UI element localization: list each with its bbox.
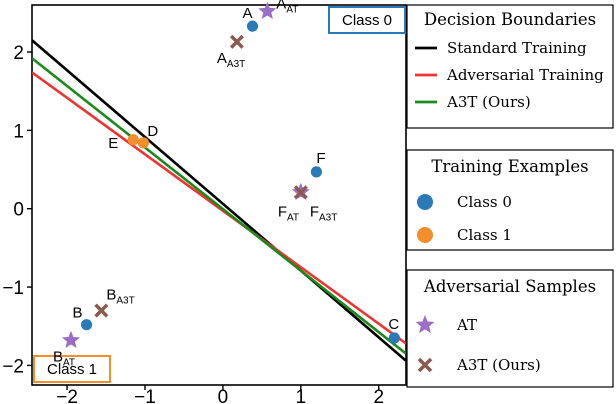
y-tick-label: 2 — [13, 43, 24, 64]
point-A — [246, 20, 259, 32]
boundary-line — [32, 71, 406, 345]
x-tick-label: 2 — [373, 387, 384, 404]
legend-entry-label: AT — [456, 316, 477, 334]
legend-entry-label: A3T (Ours) — [446, 93, 531, 111]
legend-entry-label: Standard Training — [447, 39, 587, 57]
x-tick-label: 1 — [296, 387, 307, 404]
legends: Decision Boundaries Standard Training Adve… — [406, 4, 614, 388]
point-label-C: C — [388, 316, 399, 333]
adv-label-base: A — [276, 0, 286, 12]
adv-label-base: F — [278, 203, 287, 220]
adv-label-sub: A3T — [319, 212, 337, 223]
legend-title: Training Examples — [431, 157, 588, 176]
y-tick-label: 0 — [13, 200, 24, 221]
point-F — [310, 166, 322, 178]
legend-box — [406, 269, 614, 388]
adv-cross-F_A3T — [293, 185, 308, 200]
adv-label-A_A3T: AA3T — [217, 50, 245, 70]
legend-entry-label: Adversarial Training — [446, 66, 604, 84]
point-label-B: B — [73, 305, 83, 322]
cross-bar — [293, 185, 308, 200]
y-tick-label: −2 — [2, 356, 24, 377]
adv-label-A_AT: AAT — [276, 0, 298, 15]
point-D — [137, 137, 150, 149]
legend-circle — [417, 194, 433, 210]
adv-label-base: F — [310, 203, 319, 220]
adv-label-sub: A3T — [227, 59, 245, 70]
legend-3: Adversarial Samples AT A3T (Ours) — [406, 269, 614, 388]
y-tick-label: 1 — [13, 121, 24, 142]
legend-circle — [417, 227, 433, 243]
boundary-lines — [32, 39, 406, 362]
legend-box — [406, 4, 614, 129]
point-label-A: A — [243, 5, 253, 22]
adv-label-B_A3T: BA3T — [106, 287, 134, 307]
adv-label-F_A3T: FA3T — [310, 203, 338, 223]
adv-label-base: B — [53, 348, 63, 365]
point-label-D: D — [147, 123, 158, 140]
point-B — [80, 319, 93, 331]
legend-entry-label: Class 0 — [457, 193, 512, 211]
legend-2: Training Examples Class 0 Class 1 — [406, 149, 614, 251]
adv-star-A_AT — [258, 1, 277, 19]
adv-label-B_AT: BAT — [53, 348, 75, 368]
point-C — [388, 332, 400, 344]
adv-label-sub: AT — [286, 4, 298, 15]
class-region-label: Class 1 — [47, 361, 97, 378]
cross-bar — [417, 357, 433, 373]
cross-bar — [229, 34, 244, 49]
adv-label-sub: AT — [63, 357, 75, 368]
legend-cross — [417, 357, 433, 373]
legend-title: Decision Boundaries — [424, 10, 596, 29]
boundary-line — [32, 39, 406, 362]
adv-cross-A_A3T — [229, 34, 244, 49]
adv-label-base: A — [217, 50, 227, 67]
boundary-line — [32, 57, 406, 355]
x-tick-label: 0 — [218, 387, 229, 404]
legend-box — [406, 149, 614, 251]
legend-star — [415, 315, 435, 334]
legend-entry-label: A3T (Ours) — [456, 356, 541, 374]
cross-bar — [94, 303, 109, 318]
point-E — [127, 134, 139, 146]
adv-star-B_AT — [61, 330, 80, 349]
class-region-box — [33, 355, 111, 383]
y-tick-label: −1 — [2, 278, 24, 299]
adv-label-sub: AT — [287, 212, 299, 223]
x-tick-label: −2 — [56, 387, 78, 404]
legend-title: Adversarial Samples — [423, 277, 596, 296]
legend-1: Decision Boundaries Standard Training Adve… — [406, 4, 614, 129]
legend-entry-label: Class 1 — [457, 226, 512, 244]
x-tick-label: −1 — [134, 387, 156, 404]
class-region-box — [328, 6, 406, 34]
adv-label-F_AT: FAT — [278, 203, 299, 223]
point-label-E: E — [108, 135, 118, 152]
class-region-label: Class 0 — [342, 12, 392, 29]
adv-cross-B_A3T — [94, 303, 109, 318]
axes-frame — [31, 4, 407, 386]
point-label-F: F — [316, 150, 325, 167]
adv-label-base: B — [106, 287, 116, 304]
adv-label-sub: A3T — [116, 296, 134, 307]
